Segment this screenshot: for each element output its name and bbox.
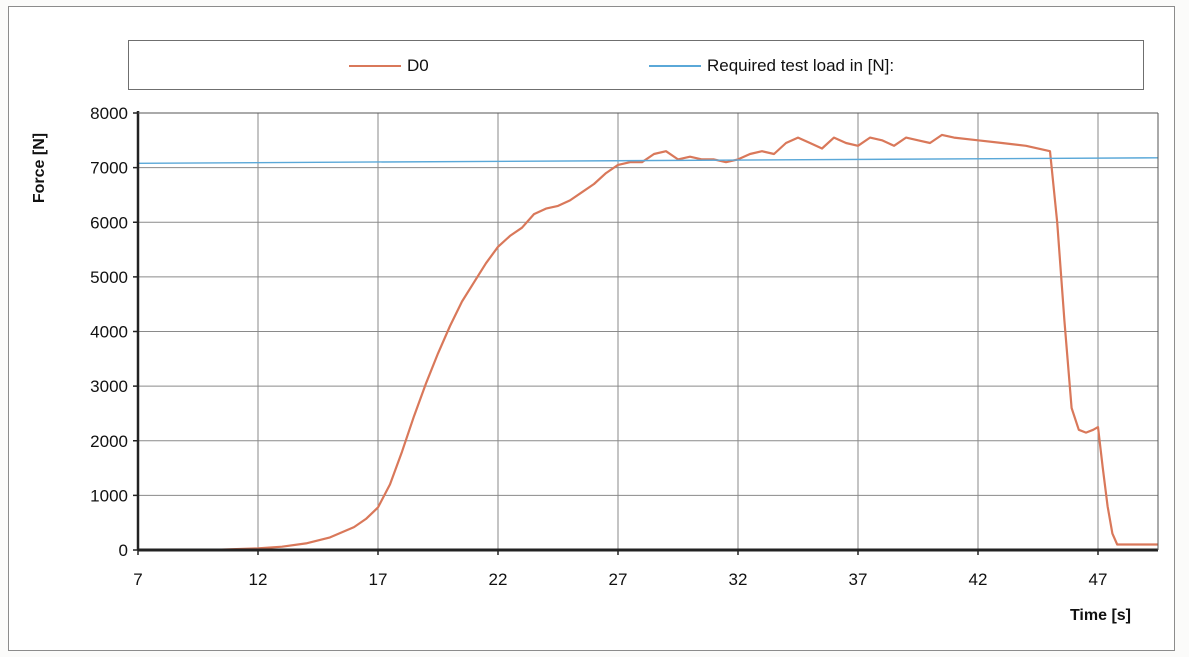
y-tick-label: 7000	[90, 159, 128, 178]
y-tick-labels: 0 1000 2000 3000 4000 5000 6000 7000 8000	[90, 104, 128, 560]
series-line-d0	[138, 133, 1158, 552]
x-tick-label: 42	[969, 570, 988, 589]
y-axis-title: Force [N]	[31, 133, 48, 203]
legend-label-required-load: Required test load in [N]:	[707, 56, 895, 75]
y-tick-label: 6000	[90, 213, 128, 232]
x-tick-label: 27	[609, 570, 628, 589]
x-tick-label: 47	[1089, 570, 1108, 589]
y-tick-label: 0	[119, 541, 128, 560]
y-tick-label: 2000	[90, 432, 128, 451]
legend-swatch-d0	[349, 65, 401, 67]
series-lines	[137, 133, 1159, 552]
y-tick-label: 4000	[90, 323, 128, 342]
legend-item-required-load: Required test load in [N]:	[649, 56, 894, 76]
y-tick-label: 1000	[90, 486, 128, 505]
x-tick-label: 7	[133, 570, 142, 589]
y-tick-label: 3000	[90, 377, 128, 396]
grid-lines	[138, 112, 1158, 550]
y-tick-label: 8000	[90, 104, 128, 123]
x-axis-title: Time [s]	[1070, 607, 1131, 624]
x-tick-label: 22	[489, 570, 508, 589]
x-tick-label: 17	[369, 570, 388, 589]
axes	[133, 111, 1159, 555]
legend-item-d0: D0	[349, 56, 429, 76]
chart-legend: D0 Required test load in [N]:	[128, 40, 1144, 90]
legend-label-d0: D0	[407, 56, 429, 75]
series-line-required-test-load	[137, 157, 1159, 164]
x-tick-label: 12	[249, 570, 268, 589]
x-tick-label: 32	[729, 570, 748, 589]
x-tick-label: 37	[849, 570, 868, 589]
legend-swatch-required-load	[649, 65, 701, 67]
y-tick-label: 5000	[90, 268, 128, 287]
x-tick-labels: 7 12 17 22 27 32 37 42 47	[133, 570, 1107, 589]
